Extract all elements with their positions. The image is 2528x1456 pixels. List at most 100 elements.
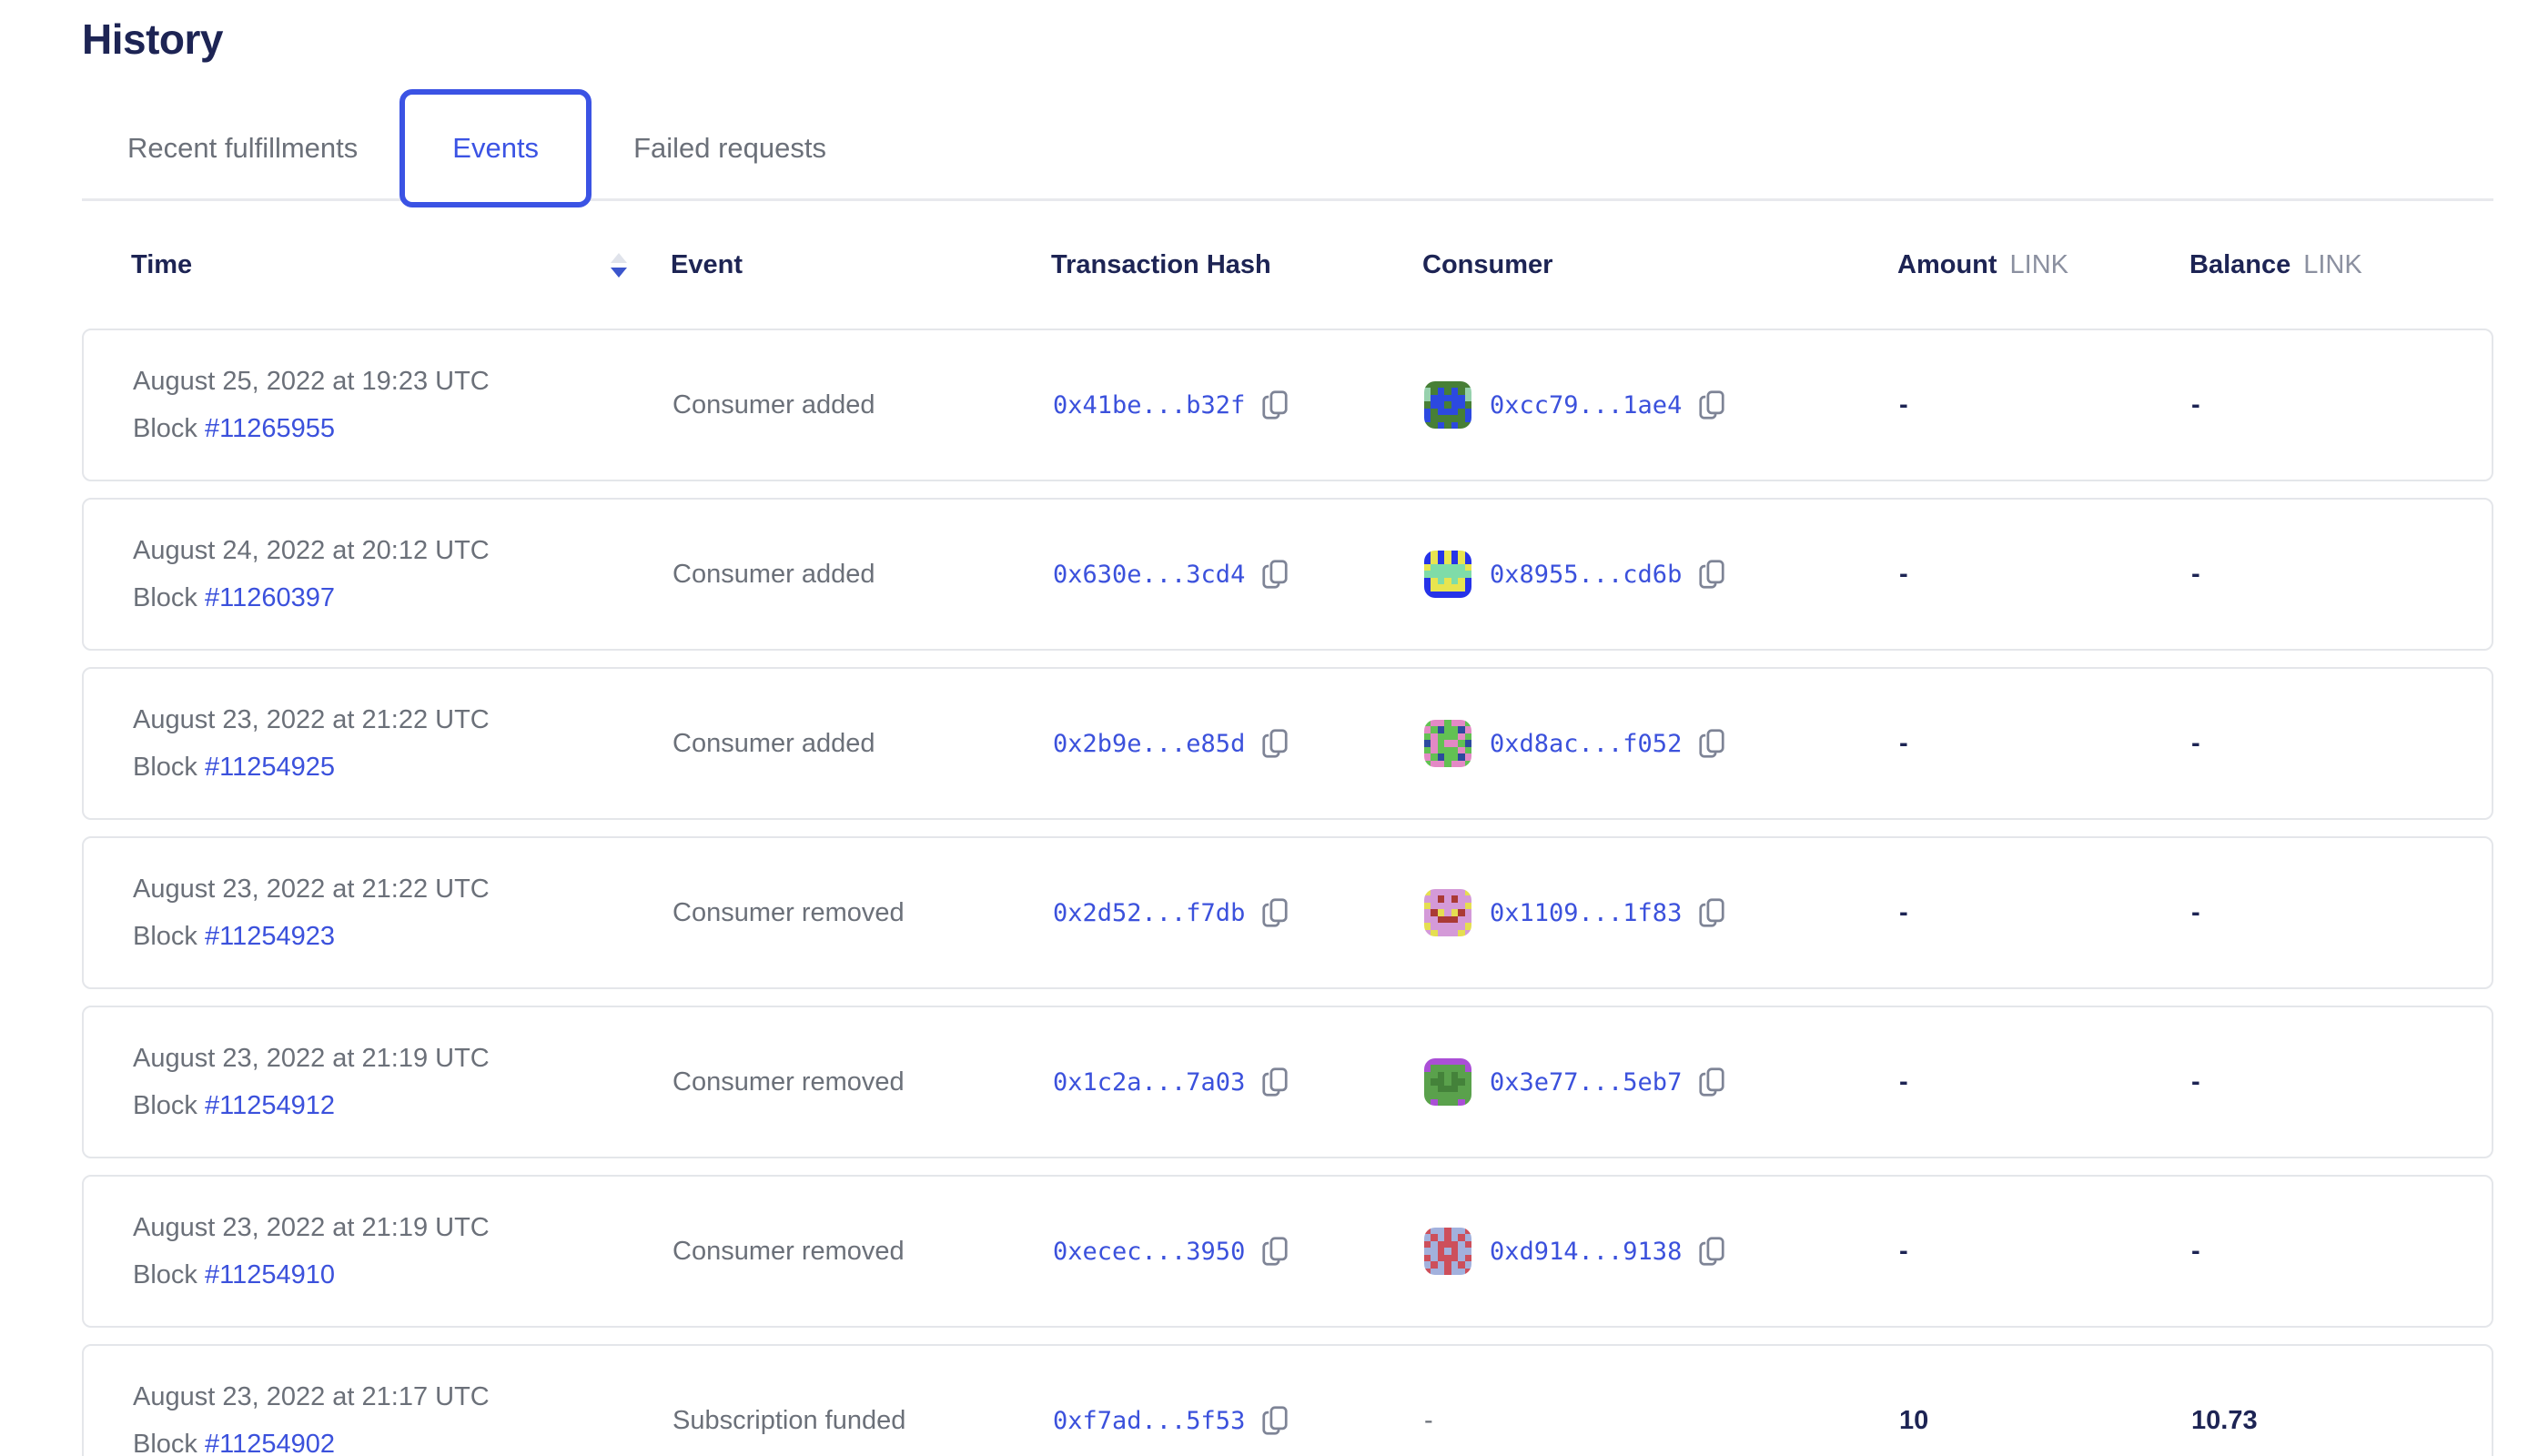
transaction-hash-link[interactable]: 0x630e...3cd4 xyxy=(1053,560,1246,589)
tab-recent-fulfillments[interactable]: Recent fulfillments xyxy=(127,132,359,164)
copy-icon[interactable] xyxy=(1698,389,1725,420)
block-number-link[interactable]: #11254912 xyxy=(204,1091,335,1120)
page-title: History xyxy=(82,15,223,63)
consumer-cell: 0x1109...1f83 xyxy=(1424,889,1899,936)
row-timestamp: August 23, 2022 at 21:19 UTC xyxy=(133,1044,490,1073)
balance-value: - xyxy=(2191,1067,2200,1097)
tab-events[interactable]: Events xyxy=(399,89,592,207)
consumer-identicon xyxy=(1424,1058,1471,1106)
time-cell: August 23, 2022 at 21:17 UTC Block #1125… xyxy=(133,1346,672,1456)
table-row: August 23, 2022 at 21:22 UTC Block #1125… xyxy=(82,667,2493,820)
event-rows: August 25, 2022 at 19:23 UTC Block #1126… xyxy=(82,329,2493,1456)
time-cell: August 23, 2022 at 21:22 UTC Block #1125… xyxy=(133,838,672,952)
event-type: Subscription funded xyxy=(672,1405,906,1435)
event-type: Consumer added xyxy=(672,559,875,589)
column-header-transaction-hash: Transaction Hash xyxy=(1051,249,1271,279)
amount-value: - xyxy=(1899,1067,1908,1097)
table-header: Time Event Transaction Hash Consumer Amo… xyxy=(82,201,2493,329)
block-number-link[interactable]: #11260397 xyxy=(204,583,335,612)
copy-icon[interactable] xyxy=(1261,389,1289,420)
copy-icon[interactable] xyxy=(1261,1067,1289,1097)
block-label: Block xyxy=(133,414,197,443)
column-header-time[interactable]: Time xyxy=(131,250,671,280)
transaction-hash-link[interactable]: 0x41be...b32f xyxy=(1053,390,1246,420)
copy-icon[interactable] xyxy=(1261,1236,1289,1267)
row-timestamp: August 23, 2022 at 21:22 UTC xyxy=(133,705,490,734)
consumer-cell: 0xcc79...1ae4 xyxy=(1424,381,1899,429)
copy-icon[interactable] xyxy=(1698,1067,1725,1097)
copy-icon[interactable] xyxy=(1261,1405,1289,1436)
history-page: History Recent fulfillments Events Faile… xyxy=(0,13,2528,1456)
event-type: Consumer added xyxy=(672,389,875,420)
consumer-cell: 0x3e77...5eb7 xyxy=(1424,1058,1899,1106)
amount-value: - xyxy=(1899,897,1908,927)
consumer-empty-value: - xyxy=(1424,1405,1433,1435)
balance-value: 10.73 xyxy=(2191,1405,2258,1435)
transaction-hash-link[interactable]: 0xf7ad...5f53 xyxy=(1053,1406,1246,1435)
block-label: Block xyxy=(133,922,197,951)
caret-down-icon xyxy=(611,267,627,278)
row-timestamp: August 25, 2022 at 19:23 UTC xyxy=(133,367,490,396)
column-header-amount: Amount LINK xyxy=(1897,249,2069,279)
copy-icon[interactable] xyxy=(1261,897,1289,928)
copy-icon[interactable] xyxy=(1698,897,1725,928)
block-number-link[interactable]: #11254925 xyxy=(204,753,335,782)
consumer-address-link[interactable]: 0xd914...9138 xyxy=(1490,1237,1683,1266)
sort-descending-icon[interactable] xyxy=(611,252,627,278)
consumer-address-link[interactable]: 0x8955...cd6b xyxy=(1490,560,1683,589)
event-type: Consumer removed xyxy=(672,897,905,927)
consumer-cell: 0xd914...9138 xyxy=(1424,1228,1899,1275)
block-label: Block xyxy=(133,1260,197,1289)
history-tabs: Recent fulfillments Events Failed reques… xyxy=(82,89,2493,207)
copy-icon[interactable] xyxy=(1261,728,1289,759)
consumer-cell: - xyxy=(1424,1406,1899,1436)
block-number-link[interactable]: #11254902 xyxy=(204,1430,335,1456)
table-row: August 23, 2022 at 21:19 UTC Block #1125… xyxy=(82,1006,2493,1158)
consumer-cell: 0xd8ac...f052 xyxy=(1424,720,1899,767)
balance-value: - xyxy=(2191,559,2200,589)
transaction-hash-link[interactable]: 0x2d52...f7db xyxy=(1053,898,1246,927)
row-timestamp: August 23, 2022 at 21:22 UTC xyxy=(133,875,490,904)
time-cell: August 23, 2022 at 21:19 UTC Block #1125… xyxy=(133,1177,672,1290)
transaction-hash-cell: 0x2b9e...e85d xyxy=(1053,728,1424,759)
time-cell: August 23, 2022 at 21:22 UTC Block #1125… xyxy=(133,669,672,783)
consumer-identicon xyxy=(1424,889,1471,936)
table-row: August 23, 2022 at 21:17 UTC Block #1125… xyxy=(82,1344,2493,1456)
amount-value: - xyxy=(1899,1236,1908,1266)
consumer-address-link[interactable]: 0xd8ac...f052 xyxy=(1490,729,1683,758)
copy-icon[interactable] xyxy=(1261,559,1289,590)
amount-value: 10 xyxy=(1899,1405,1929,1435)
copy-icon[interactable] xyxy=(1698,728,1725,759)
consumer-address-link[interactable]: 0x1109...1f83 xyxy=(1490,898,1683,927)
event-type: Consumer removed xyxy=(672,1236,905,1266)
copy-icon[interactable] xyxy=(1698,559,1725,590)
transaction-hash-cell: 0x1c2a...7a03 xyxy=(1053,1067,1424,1097)
block-label: Block xyxy=(133,753,197,782)
block-label: Block xyxy=(133,1430,197,1456)
transaction-hash-cell: 0xf7ad...5f53 xyxy=(1053,1405,1424,1436)
transaction-hash-link[interactable]: 0x2b9e...e85d xyxy=(1053,729,1246,758)
tab-failed-requests[interactable]: Failed requests xyxy=(633,132,827,164)
amount-unit-label: LINK xyxy=(2009,249,2069,279)
tabs-divider xyxy=(82,198,2493,201)
amount-value: - xyxy=(1899,728,1908,758)
amount-value: - xyxy=(1899,559,1908,589)
block-number-link[interactable]: #11265955 xyxy=(204,414,335,443)
balance-value: - xyxy=(2191,1236,2200,1266)
block-number-link[interactable]: #11254910 xyxy=(204,1260,335,1289)
balance-unit-label: LINK xyxy=(2303,249,2362,279)
consumer-address-link[interactable]: 0xcc79...1ae4 xyxy=(1490,390,1683,420)
balance-value: - xyxy=(2191,389,2200,420)
consumer-address-link[interactable]: 0x3e77...5eb7 xyxy=(1490,1067,1683,1097)
transaction-hash-cell: 0x630e...3cd4 xyxy=(1053,559,1424,590)
transaction-hash-cell: 0x41be...b32f xyxy=(1053,389,1424,420)
transaction-hash-link[interactable]: 0xecec...3950 xyxy=(1053,1237,1246,1266)
block-label: Block xyxy=(133,583,197,612)
table-row: August 24, 2022 at 20:12 UTC Block #1126… xyxy=(82,498,2493,651)
transaction-hash-link[interactable]: 0x1c2a...7a03 xyxy=(1053,1067,1246,1097)
event-type: Consumer added xyxy=(672,728,875,758)
time-cell: August 24, 2022 at 20:12 UTC Block #1126… xyxy=(133,500,672,613)
block-number-link[interactable]: #11254923 xyxy=(204,922,335,951)
copy-icon[interactable] xyxy=(1698,1236,1725,1267)
transaction-hash-cell: 0x2d52...f7db xyxy=(1053,897,1424,928)
